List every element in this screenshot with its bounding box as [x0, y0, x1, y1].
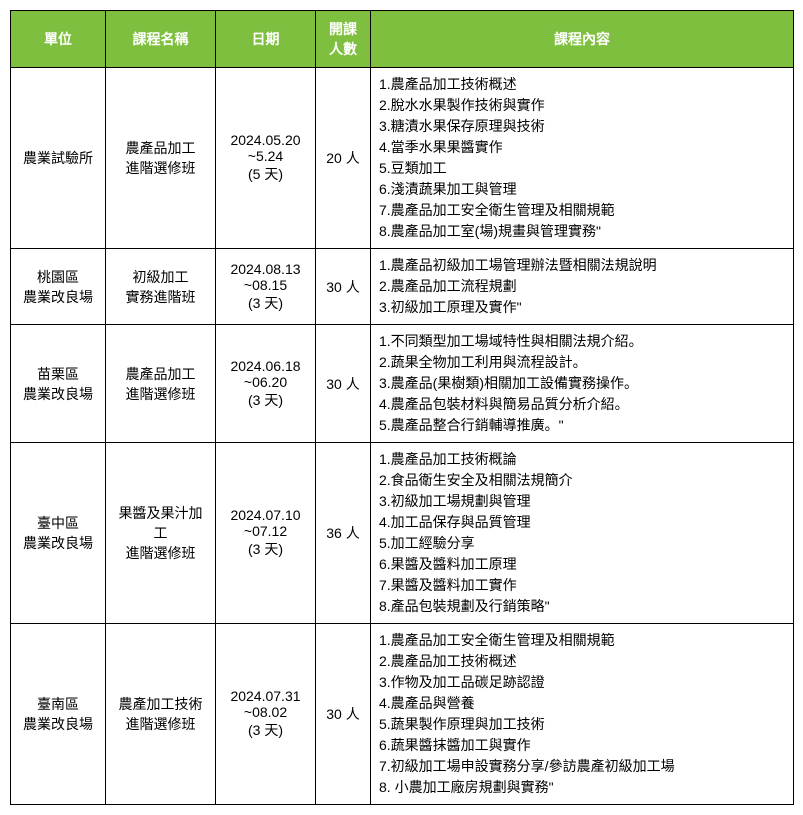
cell-date: 2024.08.13~08.15(3 天)	[216, 249, 316, 325]
table-row: 臺南區農業改良場農產加工技術進階選修班2024.07.31~08.02(3 天)…	[11, 624, 794, 805]
cell-content: 1.農產品加工安全衛生管理及相關規範2.農產品加工技術概述3.作物及加工品碳足跡…	[371, 624, 794, 805]
cell-unit: 臺南區農業改良場	[11, 624, 106, 805]
cell-content: 1.農產品加工技術概述2.脫水水果製作技術與實作3.糖漬水果保存原理與技術4.當…	[371, 68, 794, 249]
table-row: 臺中區農業改良場果醬及果汁加工進階選修班2024.07.10~07.12(3 天…	[11, 443, 794, 624]
header-content: 課程內容	[371, 11, 794, 68]
table-row: 桃園區農業改良場初級加工實務進階班2024.08.13~08.15(3 天)30…	[11, 249, 794, 325]
cell-course: 農產品加工進階選修班	[106, 325, 216, 443]
cell-content: 1.農產品初級加工場管理辦法暨相關法規說明2.農產品加工流程規劃3.初級加工原理…	[371, 249, 794, 325]
cell-unit: 苗栗區農業改良場	[11, 325, 106, 443]
cell-course: 果醬及果汁加工進階選修班	[106, 443, 216, 624]
cell-content: 1.不同類型加工場域特性與相關法規介紹。2.蔬果全物加工利用與流程設計。3.農產…	[371, 325, 794, 443]
cell-date: 2024.07.10~07.12(3 天)	[216, 443, 316, 624]
cell-people: 20 人	[316, 68, 371, 249]
header-course: 課程名稱	[106, 11, 216, 68]
header-date: 日期	[216, 11, 316, 68]
header-unit: 單位	[11, 11, 106, 68]
cell-date: 2024.05.20~5.24(5 天)	[216, 68, 316, 249]
cell-course: 初級加工實務進階班	[106, 249, 216, 325]
cell-unit: 農業試驗所	[11, 68, 106, 249]
cell-date: 2024.07.31~08.02(3 天)	[216, 624, 316, 805]
header-row: 單位 課程名稱 日期 開課人數 課程內容	[11, 11, 794, 68]
cell-people: 36 人	[316, 443, 371, 624]
cell-people: 30 人	[316, 325, 371, 443]
cell-unit: 桃園區農業改良場	[11, 249, 106, 325]
cell-people: 30 人	[316, 624, 371, 805]
cell-people: 30 人	[316, 249, 371, 325]
cell-unit: 臺中區農業改良場	[11, 443, 106, 624]
cell-date: 2024.06.18~06.20(3 天)	[216, 325, 316, 443]
course-schedule-table: 單位 課程名稱 日期 開課人數 課程內容 農業試驗所農產品加工進階選修班2024…	[10, 10, 794, 805]
header-people: 開課人數	[316, 11, 371, 68]
cell-course: 農產加工技術進階選修班	[106, 624, 216, 805]
cell-course: 農產品加工進階選修班	[106, 68, 216, 249]
table-row: 苗栗區農業改良場農產品加工進階選修班2024.06.18~06.20(3 天)3…	[11, 325, 794, 443]
table-row: 農業試驗所農產品加工進階選修班2024.05.20~5.24(5 天)20 人1…	[11, 68, 794, 249]
cell-content: 1.農產品加工技術概論2.食品衛生安全及相關法規簡介3.初級加工場規劃與管理4.…	[371, 443, 794, 624]
